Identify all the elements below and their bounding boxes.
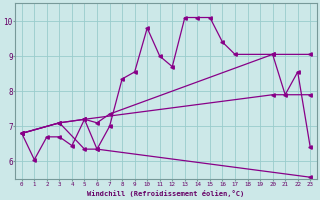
X-axis label: Windchill (Refroidissement éolien,°C): Windchill (Refroidissement éolien,°C)	[87, 190, 244, 197]
